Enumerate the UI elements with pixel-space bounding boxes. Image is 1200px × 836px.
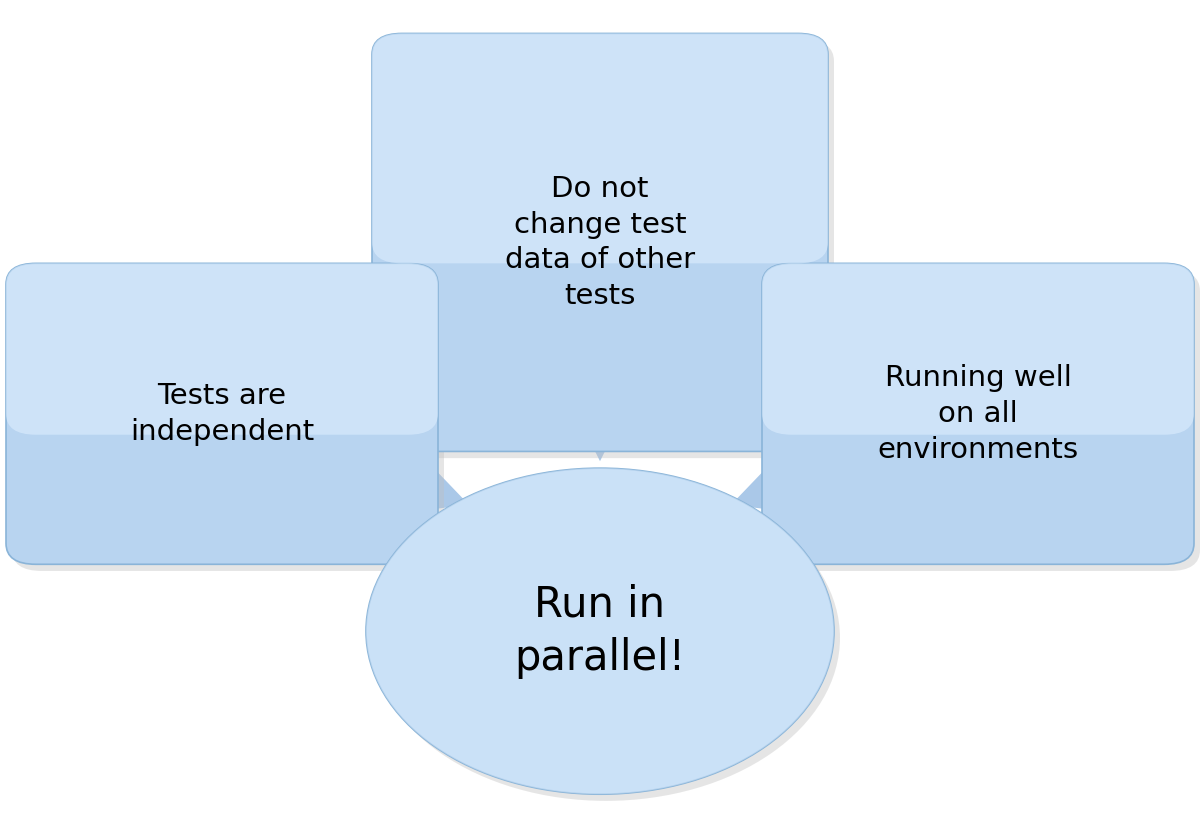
FancyBboxPatch shape	[6, 263, 438, 435]
Text: Tests are
independent: Tests are independent	[130, 382, 314, 446]
Ellipse shape	[366, 468, 834, 794]
Text: Run in
parallel!: Run in parallel!	[515, 584, 685, 679]
FancyBboxPatch shape	[372, 33, 828, 451]
FancyBboxPatch shape	[762, 263, 1194, 564]
Ellipse shape	[372, 475, 840, 801]
FancyBboxPatch shape	[6, 263, 438, 564]
FancyBboxPatch shape	[372, 33, 828, 263]
Text: Do not
change test
data of other
tests: Do not change test data of other tests	[505, 175, 695, 310]
Ellipse shape	[366, 468, 834, 794]
Text: Running well
on all
environments: Running well on all environments	[877, 364, 1079, 463]
FancyBboxPatch shape	[762, 263, 1194, 435]
FancyBboxPatch shape	[378, 40, 834, 458]
FancyBboxPatch shape	[768, 270, 1200, 571]
FancyBboxPatch shape	[12, 270, 444, 571]
